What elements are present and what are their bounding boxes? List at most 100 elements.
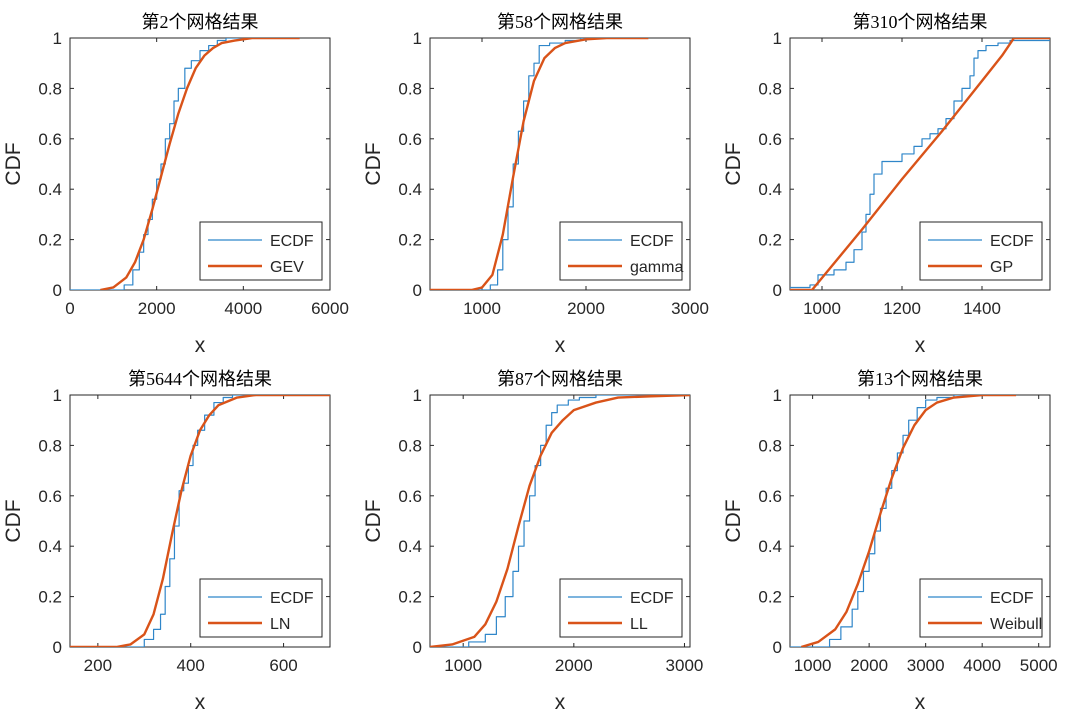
y-tick-label: 0.2 — [758, 231, 782, 250]
y-tick-label: 0.2 — [38, 588, 62, 607]
x-tick-label: 400 — [177, 656, 205, 675]
y-tick-label: 0.2 — [398, 231, 422, 250]
y-tick-label: 0.8 — [758, 79, 782, 98]
y-tick-label: 0.4 — [758, 180, 782, 199]
x-tick-label: 2000 — [850, 656, 888, 675]
legend: ECDF gamma — [559, 221, 683, 281]
series-ecdf-line — [790, 39, 1050, 290]
subplot-4: 200 400 600 0 0.2 0.4 0.6 0.8 1 x CDF 第5644个网格结果 ECD… — [2, 369, 331, 714]
y-tick-label: 1 — [413, 386, 422, 405]
y-tick-label: 0.4 — [38, 537, 62, 556]
chart-title: 第13个网格结果 — [857, 369, 983, 389]
x-axis-label: x — [555, 334, 566, 357]
series-group — [790, 395, 1017, 647]
legend-label: Weibull — [990, 616, 1042, 633]
x-tick-label: 1400 — [963, 299, 1001, 318]
legend-label: GP — [990, 259, 1013, 276]
legend: ECDF Weibull — [919, 578, 1043, 638]
y-axis-label: CDF — [362, 499, 385, 542]
y-tick-label: 0.6 — [38, 130, 62, 149]
y-tick-label: 0.2 — [398, 588, 422, 607]
series-group — [430, 395, 690, 647]
y-tick-label: 1 — [773, 386, 782, 405]
x-tick-label: 1000 — [794, 656, 832, 675]
legend-label: ECDF — [990, 590, 1034, 607]
y-tick-label: 0.6 — [38, 487, 62, 506]
legend-label: ECDF — [630, 233, 674, 250]
x-tick-label: 2000 — [555, 656, 593, 675]
legend-box — [199, 578, 323, 638]
x-tick-label: 2000 — [138, 299, 176, 318]
legend: ECDF GP — [919, 221, 1043, 281]
x-tick-label: 0 — [65, 299, 74, 318]
subplot-3: 1000 1200 1400 0 0.2 0.4 0.6 0.8 1 x CDF 第310个网格结果 E… — [722, 12, 1051, 357]
legend: ECDF GEV — [199, 221, 323, 281]
y-tick-label: 0.6 — [758, 487, 782, 506]
y-tick-label: 1 — [413, 29, 422, 48]
y-tick-label: 1 — [53, 386, 62, 405]
y-tick-label: 0.4 — [398, 180, 422, 199]
legend-label: ECDF — [270, 590, 314, 607]
y-axis-label: CDF — [722, 499, 745, 542]
x-tick-label: 6000 — [311, 299, 349, 318]
y-axis-label: CDF — [362, 142, 385, 185]
x-axis-label: x — [915, 334, 926, 357]
y-tick-label: 0.6 — [398, 130, 422, 149]
x-axis-label: x — [915, 691, 926, 714]
subplot-5: 1000 2000 3000 0 0.2 0.4 0.6 0.8 1 x CDF 第87个网格结果 EC… — [362, 369, 703, 714]
series-ecdf-line — [430, 38, 649, 290]
y-tick-label: 1 — [53, 29, 62, 48]
x-tick-label: 4000 — [224, 299, 262, 318]
y-tick-label: 0 — [53, 638, 62, 657]
legend-label: ECDF — [270, 233, 314, 250]
legend-label: LN — [270, 616, 290, 633]
x-tick-label: 3000 — [666, 656, 704, 675]
series-ecdf-line — [70, 395, 330, 647]
y-tick-label: 0.8 — [758, 436, 782, 455]
y-axis-label: CDF — [2, 142, 25, 185]
x-axis-label: x — [555, 691, 566, 714]
series-group — [790, 38, 1050, 290]
y-tick-label: 0.8 — [38, 436, 62, 455]
y-tick-label: 0 — [53, 281, 62, 300]
chart-title: 第310个网格结果 — [853, 12, 988, 32]
x-tick-label: 3000 — [671, 299, 709, 318]
legend: ECDF LN — [199, 578, 323, 638]
chart-title: 第87个网格结果 — [497, 369, 623, 389]
y-tick-label: 0 — [773, 638, 782, 657]
y-tick-label: 0.2 — [758, 588, 782, 607]
x-axis-label: x — [195, 334, 206, 357]
legend-box — [199, 221, 323, 281]
x-tick-label: 4000 — [963, 656, 1001, 675]
y-tick-label: 0.8 — [38, 79, 62, 98]
x-tick-label: 2000 — [567, 299, 605, 318]
legend-label: ECDF — [630, 590, 674, 607]
series-fit-line — [430, 395, 690, 647]
y-tick-label: 0.6 — [398, 487, 422, 506]
x-axis-label: x — [195, 691, 206, 714]
legend-box — [559, 221, 683, 281]
legend-box — [919, 578, 1043, 638]
series-ecdf-line — [70, 38, 300, 290]
subplot-6: 1000 2000 3000 4000 5000 0 0.2 0.4 0.6 0.8 1 x CDF 第1… — [722, 369, 1058, 714]
series-fit-line — [790, 38, 1050, 290]
series-group — [70, 38, 300, 290]
legend: ECDF LL — [559, 578, 683, 638]
series-ecdf-line — [430, 395, 690, 647]
x-tick-label: 5000 — [1020, 656, 1058, 675]
y-tick-label: 0.4 — [38, 180, 62, 199]
x-tick-label: 3000 — [907, 656, 945, 675]
series-fit-line — [100, 38, 300, 290]
legend-label: LL — [630, 616, 648, 633]
x-tick-label: 1200 — [883, 299, 921, 318]
x-tick-label: 200 — [84, 656, 112, 675]
series-group — [70, 395, 330, 647]
subplot-1: 0 2000 4000 6000 0 0.2 0.4 0.6 0.8 1 x CDF 第2个网格结果 EC… — [2, 12, 349, 357]
y-tick-label: 0 — [413, 281, 422, 300]
chart-title: 第58个网格结果 — [497, 12, 623, 32]
series-group — [430, 38, 649, 290]
x-tick-label: 1000 — [803, 299, 841, 318]
x-tick-label: 1000 — [463, 299, 501, 318]
y-tick-label: 0.8 — [398, 436, 422, 455]
legend-box — [559, 578, 683, 638]
